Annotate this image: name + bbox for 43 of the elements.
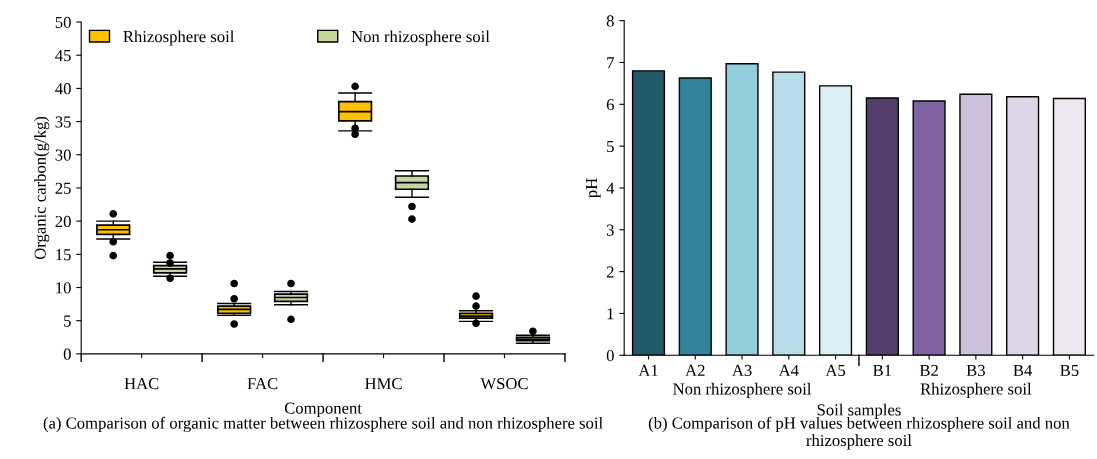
y-tick-label: 20 — [55, 215, 71, 228]
x-tick-label: A3 — [732, 364, 752, 377]
x-tick-label: B3 — [966, 364, 985, 377]
x-tick-label: B1 — [873, 364, 892, 376]
y-tick-label: 3 — [606, 224, 614, 236]
text: Non rhizosphere soil — [673, 382, 812, 398]
x-tick-label: A2 — [685, 364, 705, 376]
y-tick-label: 25 — [55, 182, 71, 194]
x-tick-label: A1 — [638, 364, 658, 376]
y-tick-label: 2 — [606, 266, 614, 278]
y-tick-label: 4 — [606, 182, 615, 194]
y-tick-label: 35 — [55, 116, 71, 128]
y-tick-label: 40 — [55, 83, 71, 95]
legend-label: Non rhizosphere soil — [351, 30, 490, 46]
y-tick-label: 45 — [55, 50, 71, 62]
y-tick-label: 0 — [63, 348, 71, 360]
text: Rhizosphere soil — [920, 382, 1032, 398]
y-axis-title: Organic carbon(g/kg) — [34, 116, 50, 260]
x-tick-label: WSOC — [480, 378, 528, 390]
x-tick-label: B2 — [919, 364, 938, 376]
legend-label: Rhizosphere soil — [123, 30, 235, 46]
x-tick-label: HAC — [124, 378, 159, 390]
y-tick-label: 8 — [606, 15, 614, 27]
x-tick-label: A4 — [778, 364, 799, 376]
x-tick-label: FAC — [247, 378, 278, 390]
y-tick-label: 1 — [607, 308, 614, 320]
x-tick-label: B5 — [1060, 364, 1079, 377]
y-tick-label: 0 — [606, 349, 614, 362]
y-tick-label: 15 — [56, 249, 71, 261]
x-tick-label: A5 — [825, 364, 846, 377]
y-tick-label: 7 — [607, 57, 614, 69]
x-tick-label: HMC — [365, 378, 402, 390]
y-tick-label: 5 — [607, 141, 614, 153]
y-tick-label: 5 — [64, 315, 71, 327]
y-tick-label: 50 — [55, 16, 71, 28]
y-tick-label: 30 — [55, 149, 71, 161]
x-axis-title: Component — [284, 402, 362, 418]
text: (a) Comparison of organic matter between rhizosphere soil and non rhizosphere soil — [43, 416, 603, 433]
y-tick-label: 10 — [56, 282, 71, 294]
x-tick-label: B4 — [1013, 364, 1033, 376]
y-tick-label: 6 — [606, 99, 614, 111]
y-axis-title: pH — [586, 178, 601, 198]
text: (b) Comparison of pH values between rhizosphere soil and non rhizosphere soil — [648, 416, 1070, 450]
